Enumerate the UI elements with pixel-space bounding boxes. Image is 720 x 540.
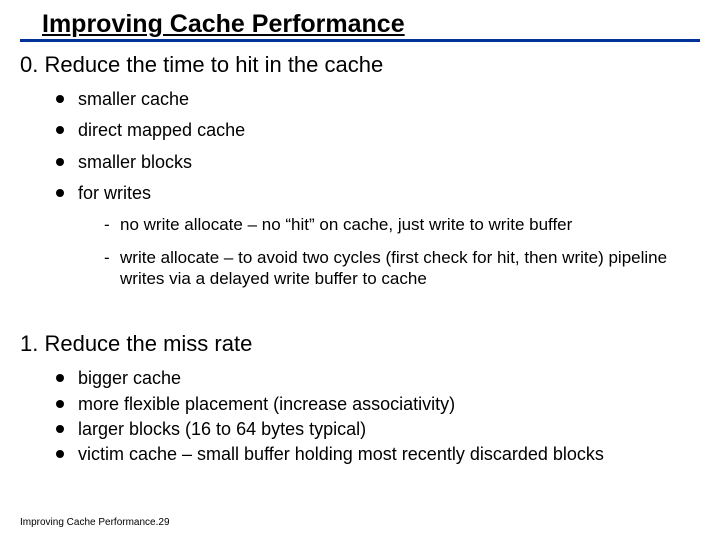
bullet-text: direct mapped cache xyxy=(78,120,245,140)
bullet-text: larger blocks (16 to 64 bytes typical) xyxy=(78,419,366,439)
bullet-item: more flexible placement (increase associ… xyxy=(56,393,700,416)
slide-footer: Improving Cache Performance.29 xyxy=(20,517,170,528)
section-heading: 1. Reduce the miss rate xyxy=(20,331,700,357)
bullet-item: bigger cache xyxy=(56,367,700,390)
section-heading: 0. Reduce the time to hit in the cache xyxy=(20,52,700,78)
bullet-list: bigger cache more flexible placement (inc… xyxy=(20,367,700,467)
bullet-item: for writes no write allocate – no “hit” o… xyxy=(56,182,700,289)
bullet-text: bigger cache xyxy=(78,368,181,388)
slide-title: Improving Cache Performance xyxy=(42,10,405,38)
bullet-text: for writes xyxy=(78,183,151,203)
bullet-text: victim cache – small buffer holding most… xyxy=(78,444,604,464)
bullet-text: smaller blocks xyxy=(78,152,192,172)
sub-item: no write allocate – no “hit” on cache, j… xyxy=(104,214,700,235)
sub-list: no write allocate – no “hit” on cache, j… xyxy=(78,214,700,290)
bullet-item: larger blocks (16 to 64 bytes typical) xyxy=(56,418,700,441)
bullet-list: smaller cache direct mapped cache smaller … xyxy=(20,88,700,289)
bullet-item: smaller cache xyxy=(56,88,700,111)
bullet-item: direct mapped cache xyxy=(56,119,700,142)
title-container: Improving Cache Performance xyxy=(20,10,700,42)
bullet-item: victim cache – small buffer holding most… xyxy=(56,443,700,466)
slide-body: 0. Reduce the time to hit in the cache sm… xyxy=(20,52,700,467)
bullet-item: smaller blocks xyxy=(56,151,700,174)
bullet-text: more flexible placement (increase associ… xyxy=(78,394,455,414)
sub-item: write allocate – to avoid two cycles (fi… xyxy=(104,247,700,290)
bullet-text: smaller cache xyxy=(78,89,189,109)
